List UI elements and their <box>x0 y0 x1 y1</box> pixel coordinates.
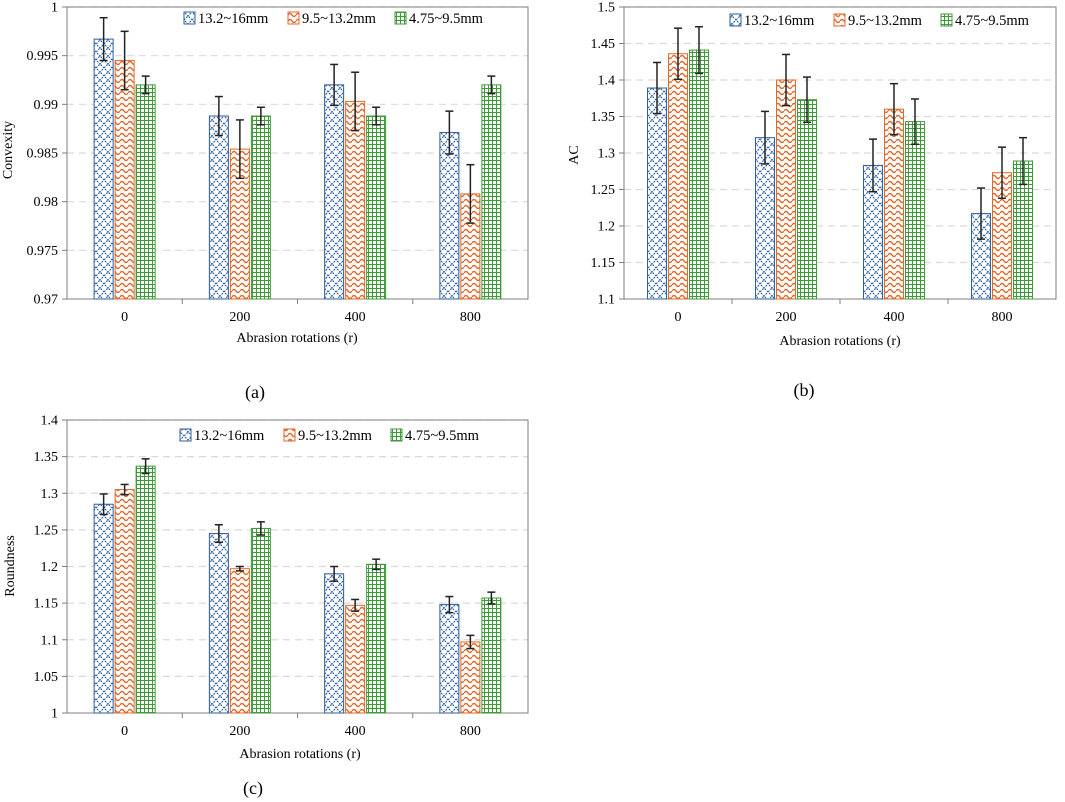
x-tick-label: 200 <box>229 310 250 325</box>
y-tick-label: 1.2 <box>41 560 59 575</box>
bar <box>366 115 387 300</box>
legend-label: 13.2~16mm <box>744 13 815 29</box>
y-tick-label: 1.1 <box>41 633 59 648</box>
bar <box>366 563 387 714</box>
chart-panel-c: Roundness 1 1.05 1.1 1.15 1.2 1.25 1.3 1.35 1.4 0… <box>3 414 529 799</box>
chart-c-plot-area: 1 1.05 1.1 1.15 1.2 1.25 1.3 1.35 1.4 0 200 400 800 1… <box>34 414 529 739</box>
y-tick-label: 0.98 <box>34 195 59 210</box>
bar <box>324 573 345 714</box>
bar <box>668 53 688 300</box>
legend-swatch <box>183 11 196 25</box>
bar <box>439 132 460 300</box>
legend-label: 13.2~16mm <box>194 428 265 444</box>
y-tick-label: 1.45 <box>591 37 616 52</box>
bar <box>460 641 481 714</box>
y-tick-label: 1.25 <box>591 183 616 198</box>
y-tick-label: 1.5 <box>598 1 616 16</box>
x-tick-label: 400 <box>884 310 905 325</box>
chart-a-caption: (a) <box>245 382 265 403</box>
chart-b-caption: (b) <box>794 380 815 401</box>
bar <box>93 38 114 300</box>
bar <box>689 49 709 300</box>
chart-c-caption: (c) <box>243 778 263 799</box>
y-tick-label: 0.975 <box>27 244 59 259</box>
y-tick-label: 0.99 <box>34 98 59 113</box>
legend-swatch <box>390 428 403 442</box>
chart-a-plot-area: 0.97 0.975 0.98 0.985 0.99 0.995 1 0 200 400 800 13… <box>27 1 529 325</box>
chart-b-ylabel: AC <box>567 145 582 164</box>
y-tick-label: 1.4 <box>41 414 59 429</box>
chart-b-plot-area: 1.1 1.15 1.2 1.25 1.3 1.35 1.4 1.45 1.5 0 200 400 80… <box>591 1 1057 325</box>
legend-label: 4.75~9.5mm <box>409 11 484 27</box>
chart-c-xlabel: Abrasion rotations (r) <box>239 747 361 762</box>
y-tick-label: 1 <box>51 707 58 722</box>
bar <box>229 568 250 714</box>
y-tick-label: 0.985 <box>27 147 59 162</box>
bar <box>324 84 345 300</box>
y-tick-label: 0.995 <box>27 49 59 64</box>
legend-swatch <box>179 428 192 442</box>
y-tick-label: 0.97 <box>34 293 59 308</box>
chart-panel-a: Convexity 0.97 0.975 0.98 0.985 0.99 0.995 1 0 2… <box>1 1 529 403</box>
bar <box>135 84 156 300</box>
y-tick-label: 1.05 <box>34 670 59 685</box>
x-tick-label: 400 <box>345 724 366 739</box>
y-tick-label: 1.15 <box>34 597 59 612</box>
chart-a-xlabel: Abrasion rotations (r) <box>236 331 358 346</box>
legend-swatch <box>940 13 953 27</box>
legend-label: 4.75~9.5mm <box>405 428 480 444</box>
y-tick-label: 1.3 <box>598 147 616 162</box>
y-tick-label: 1 <box>51 1 58 16</box>
legend-swatch <box>394 11 407 25</box>
legend-label: 9.5~13.2mm <box>848 13 923 29</box>
bar <box>647 87 667 300</box>
bar <box>345 604 366 714</box>
legend-label: 9.5~13.2mm <box>302 11 377 27</box>
x-tick-label: 800 <box>460 310 481 325</box>
x-tick-label: 200 <box>229 724 250 739</box>
bar <box>250 527 271 714</box>
legend-swatch <box>283 428 296 442</box>
bar <box>114 60 135 300</box>
bar <box>208 115 229 300</box>
y-tick-label: 1.35 <box>34 450 59 465</box>
legend-label: 13.2~16mm <box>198 11 269 27</box>
bar <box>439 604 460 714</box>
legend-swatch <box>833 13 846 27</box>
x-tick-label: 0 <box>675 310 682 325</box>
bar <box>114 489 135 714</box>
x-tick-label: 200 <box>776 310 797 325</box>
legend-swatch <box>729 13 742 27</box>
chart-c-ylabel: Roundness <box>3 535 18 596</box>
bar <box>884 108 904 300</box>
chart-a-ylabel: Convexity <box>1 121 16 179</box>
bar <box>481 597 502 714</box>
bar <box>135 465 156 714</box>
y-tick-label: 1.35 <box>591 110 616 125</box>
legend-label: 4.75~9.5mm <box>955 13 1030 29</box>
bar <box>93 503 114 714</box>
y-tick-label: 1.2 <box>598 220 616 235</box>
chart-panel-b: AC 1.1 1.15 1.2 1.25 1.3 1.35 1.4 1.45 1.5 0 200 40… <box>567 1 1057 401</box>
bar <box>481 84 502 300</box>
bar <box>905 121 925 300</box>
legend-swatch <box>287 11 300 25</box>
y-tick-label: 1.25 <box>34 523 59 538</box>
y-tick-label: 1.1 <box>598 293 616 308</box>
bar <box>250 115 271 300</box>
x-tick-label: 800 <box>992 310 1013 325</box>
x-tick-label: 400 <box>345 310 366 325</box>
y-tick-label: 1.4 <box>598 74 616 89</box>
y-tick-label: 1.3 <box>41 487 59 502</box>
chart-b-xlabel: Abrasion rotations (r) <box>779 334 901 349</box>
bar <box>208 533 229 714</box>
legend-label: 9.5~13.2mm <box>298 428 373 444</box>
y-tick-label: 1.15 <box>591 256 616 271</box>
x-tick-label: 0 <box>121 310 128 325</box>
bar <box>797 99 817 300</box>
x-tick-label: 800 <box>460 724 481 739</box>
x-tick-label: 0 <box>121 724 128 739</box>
bar <box>776 79 796 300</box>
